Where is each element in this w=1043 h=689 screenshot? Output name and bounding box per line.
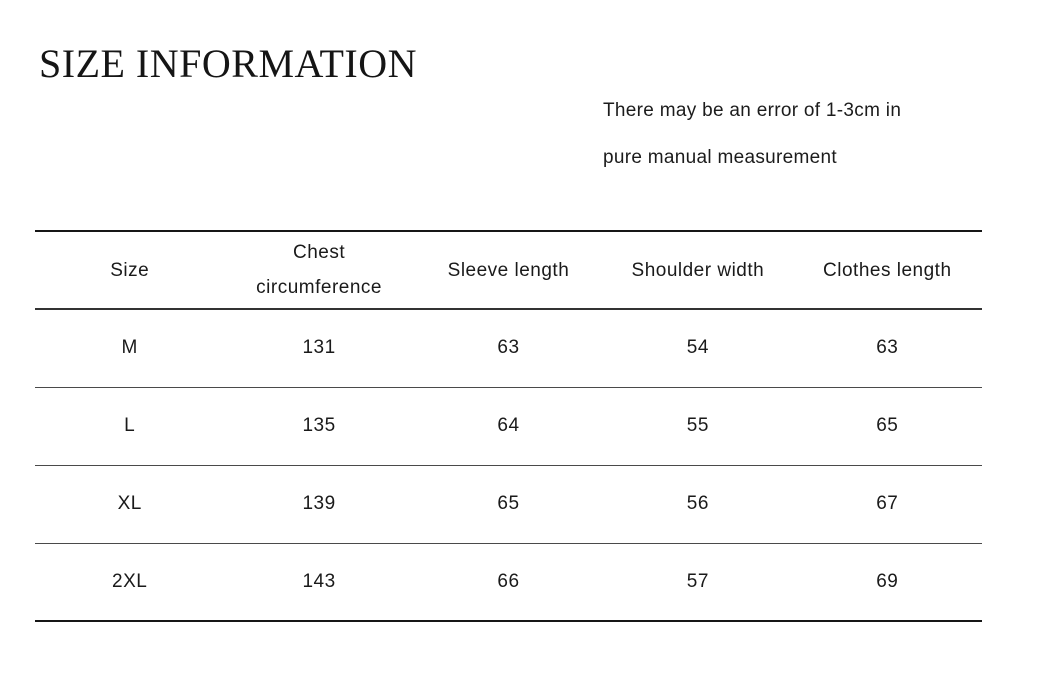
cell-clothes: 63: [876, 337, 899, 359]
header-size: Size: [110, 259, 150, 281]
table-row-xl: XL 139 65 56 67: [35, 465, 982, 543]
size-table: Size Chest circumference Sleeve length S…: [35, 230, 982, 622]
cell-chest: 135: [302, 415, 336, 436]
cell-chest: 139: [302, 493, 336, 514]
measurement-note-line-2: pure manual measurement: [603, 147, 837, 168]
cell-chest: 143: [302, 570, 336, 592]
cell-size: 2XL: [112, 570, 148, 592]
cell-shoulder: 55: [686, 415, 709, 436]
cell-sleeve: 65: [497, 493, 520, 514]
cell-clothes: 65: [876, 415, 899, 436]
header-sleeve-length: Sleeve length: [447, 259, 570, 281]
measurement-note-line-1: There may be an error of 1-3cm in: [603, 100, 902, 121]
table-header-row: Size Chest circumference Sleeve length S…: [35, 231, 982, 309]
table-row-l: L 135 64 55 65: [35, 387, 982, 465]
cell-size: L: [124, 415, 136, 436]
cell-clothes: 67: [876, 493, 899, 514]
cell-size: XL: [117, 493, 142, 514]
cell-shoulder: 56: [686, 493, 709, 514]
table-row-m: M 131 63 54 63: [35, 309, 982, 387]
cell-sleeve: 66: [497, 570, 520, 592]
cell-shoulder: 54: [686, 337, 709, 359]
cell-chest: 131: [302, 337, 336, 359]
cell-shoulder: 57: [686, 570, 709, 592]
page-title: SIZE INFORMATION: [39, 41, 417, 86]
table-row-2xl: 2XL 143 66 57 69: [35, 543, 982, 621]
header-chest-circumference: Chest circumference: [256, 242, 382, 298]
header-clothes-length: Clothes length: [823, 259, 952, 281]
cell-clothes: 69: [876, 570, 899, 592]
cell-sleeve: 64: [497, 415, 520, 436]
header-shoulder-width: Shoulder width: [631, 259, 765, 281]
measurement-note: There may be an error of 1-3cm in pure m…: [603, 100, 901, 169]
cell-sleeve: 63: [497, 337, 520, 359]
cell-size: M: [121, 337, 138, 359]
